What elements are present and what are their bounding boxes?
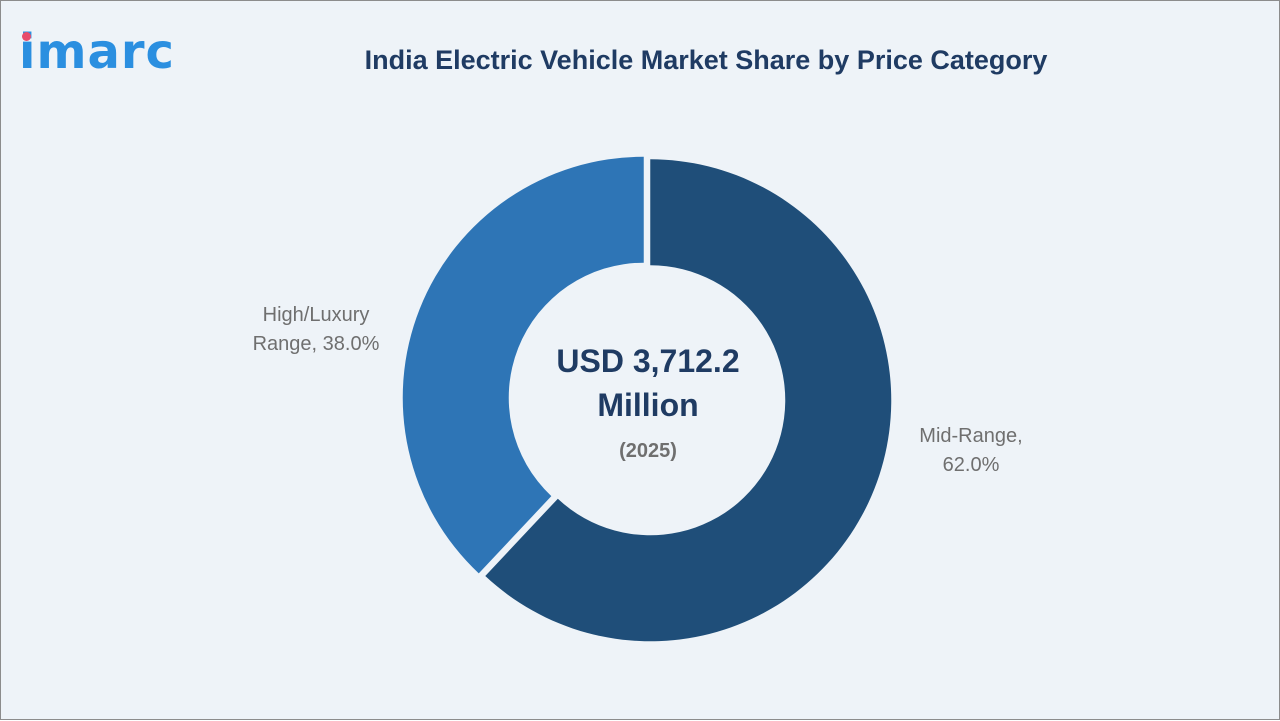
donut-slices: [402, 156, 892, 642]
center-value-line1: USD 3,712.2: [556, 343, 739, 379]
center-year: (2025): [619, 440, 677, 462]
donut-slice-high-luxury-range: [402, 156, 644, 574]
slice-label-mid-range-line1: Mid-Range,: [919, 425, 1022, 447]
slice-label-mid-range-line2: 62.0%: [943, 454, 1000, 476]
donut-slice-mid-range: [485, 159, 892, 642]
logo-text: imarc: [19, 24, 175, 80]
logo-dot-icon: [22, 32, 31, 41]
center-value-line2: Million: [597, 387, 698, 423]
imarc-logo: imarc: [19, 17, 209, 87]
slice-label-high-luxury-line2: Range, 38.0%: [253, 333, 380, 355]
chart-title: India Electric Vehicle Market Share by P…: [364, 45, 1048, 75]
slice-label-high-luxury-line1: High/Luxury: [263, 304, 370, 326]
